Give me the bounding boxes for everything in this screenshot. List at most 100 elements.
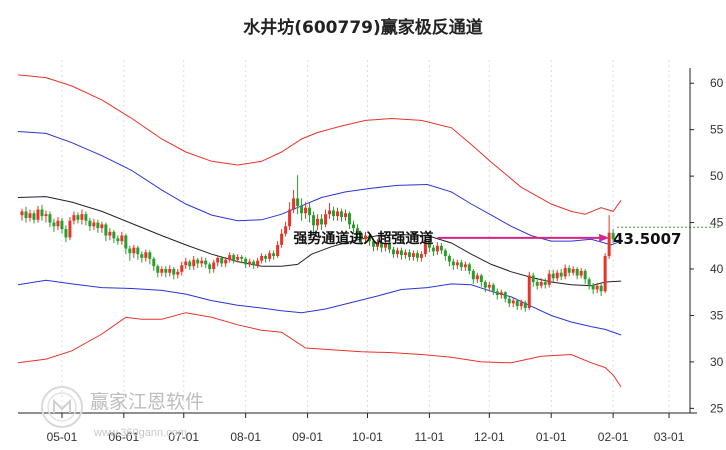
x-tick-label-02-01: 02-01 xyxy=(598,430,629,444)
candle-18 xyxy=(92,218,96,230)
candle-99 xyxy=(415,250,419,262)
candle-133 xyxy=(551,269,555,283)
candle-body xyxy=(80,214,84,220)
candle-64 xyxy=(276,241,280,258)
candle-131 xyxy=(543,278,547,289)
candle-123 xyxy=(511,297,515,308)
candle-body xyxy=(88,220,92,227)
candle-body xyxy=(507,298,511,304)
candle-body xyxy=(300,205,304,214)
x-tick-label-11-01: 11-01 xyxy=(414,430,444,444)
candle-50 xyxy=(220,256,224,268)
candle-body xyxy=(535,282,539,286)
y-tick-label-50: 50 xyxy=(710,169,724,183)
candle-body xyxy=(84,214,88,221)
candle-body xyxy=(244,258,248,265)
candle-body xyxy=(204,260,208,265)
candle-95 xyxy=(399,247,403,260)
candle-84 xyxy=(356,224,359,241)
candle-121 xyxy=(503,291,507,303)
candle-103 xyxy=(431,244,435,257)
candle-118 xyxy=(491,282,495,296)
band-inner-lower xyxy=(17,279,622,336)
candle-45 xyxy=(200,256,204,268)
watermark-logo xyxy=(41,386,83,428)
candle-36 xyxy=(164,266,168,278)
candle-body xyxy=(467,264,471,271)
candle-25 xyxy=(120,231,124,245)
candle-body xyxy=(431,247,435,252)
candle-72 xyxy=(308,203,312,223)
candle-29 xyxy=(136,245,140,260)
candle-137 xyxy=(567,265,571,277)
candle-120 xyxy=(499,289,503,299)
candle-113 xyxy=(471,269,475,284)
y-tick-label-35: 35 xyxy=(710,308,724,322)
y-tick-label-55: 55 xyxy=(710,123,724,137)
candle-100 xyxy=(419,251,423,262)
x-axis: 05-01 06-01 07-01 08-01 09-01 10-01 11-01 12-01… xyxy=(18,412,697,444)
candle-109 xyxy=(455,259,459,270)
candle-body xyxy=(232,255,236,260)
candle-body xyxy=(120,235,124,242)
candle-92 xyxy=(387,241,391,254)
candle-42 xyxy=(188,259,192,270)
candle-13 xyxy=(72,211,76,225)
candle-body xyxy=(499,292,503,296)
candle-body xyxy=(471,270,475,280)
candle-body xyxy=(192,259,196,267)
candle-body xyxy=(399,250,403,256)
candle-105 xyxy=(439,243,443,255)
candle-74 xyxy=(316,214,320,230)
candle-63 xyxy=(272,250,276,260)
candle-38 xyxy=(172,267,176,280)
candle-body xyxy=(44,214,48,217)
candle-body xyxy=(136,247,140,255)
candle-91 xyxy=(383,241,387,252)
candle-body xyxy=(160,269,164,273)
y-tick-label-60: 60 xyxy=(710,76,724,90)
candle-body xyxy=(387,243,391,250)
candle-body xyxy=(383,243,387,248)
candle-body xyxy=(260,256,264,261)
candle-60 xyxy=(260,253,264,264)
candle-body xyxy=(599,285,603,292)
candle-5 xyxy=(40,204,44,221)
candle-body xyxy=(140,254,144,258)
candle-body xyxy=(152,258,156,267)
candle-73 xyxy=(312,211,316,234)
candle-body xyxy=(176,271,180,275)
candle-body xyxy=(64,229,68,238)
candle-65 xyxy=(280,229,284,248)
candle-33 xyxy=(152,256,156,271)
candle-body xyxy=(439,245,443,251)
candle-93 xyxy=(391,246,395,258)
candle-body xyxy=(60,220,64,230)
candle-body xyxy=(304,207,308,214)
candle-78 xyxy=(332,206,336,221)
candle-body xyxy=(256,260,260,266)
candle-26 xyxy=(124,233,128,255)
candle-body xyxy=(180,265,184,272)
candle-54 xyxy=(236,254,240,263)
candlesticks xyxy=(20,175,615,312)
candle-115 xyxy=(479,273,483,287)
candle-body xyxy=(56,220,60,227)
candle-9 xyxy=(56,216,60,230)
candle-body xyxy=(539,282,543,286)
candle-body xyxy=(435,245,439,252)
candle-body xyxy=(288,209,292,227)
candle-body xyxy=(228,255,232,260)
candle-139 xyxy=(575,267,579,280)
candle-body xyxy=(276,244,280,257)
candle-body xyxy=(543,282,547,285)
candle-132 xyxy=(547,269,551,288)
candle-68 xyxy=(292,190,296,214)
candle-122 xyxy=(507,296,511,308)
candle-body xyxy=(284,226,288,234)
candle-body xyxy=(124,235,128,249)
candle-body xyxy=(547,273,551,285)
candle-body xyxy=(208,264,212,270)
candle-2 xyxy=(28,209,32,222)
candle-102 xyxy=(427,237,431,253)
